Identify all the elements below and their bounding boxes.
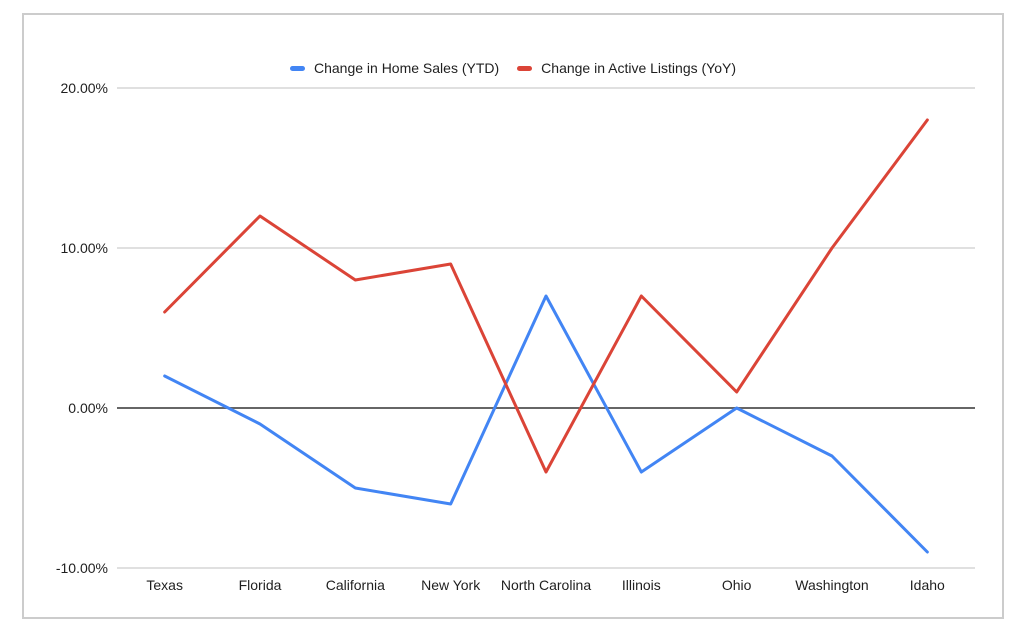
- legend-item-active-listings[interactable]: Change in Active Listings (YoY): [517, 60, 736, 76]
- chart-legend: Change in Home Sales (YTD) Change in Act…: [24, 60, 1002, 76]
- legend-swatch-home-sales: [289, 65, 305, 71]
- x-axis-category-label: Washington: [795, 577, 868, 593]
- x-axis-category-label: Texas: [146, 577, 183, 593]
- x-axis-category-label: Idaho: [910, 577, 945, 593]
- legend-item-home-sales[interactable]: Change in Home Sales (YTD): [289, 60, 500, 76]
- x-axis-category-label: Florida: [239, 577, 282, 593]
- y-axis-tick-label: 0.00%: [68, 400, 108, 416]
- y-axis-tick-label: -10.00%: [56, 560, 108, 576]
- legend-swatch-active-listings: [517, 65, 533, 71]
- x-axis-category-label: New York: [421, 577, 481, 593]
- x-axis-category-label: Ohio: [722, 577, 752, 593]
- series-line-home-sales: [163, 294, 929, 554]
- y-axis-tick-label: 20.00%: [61, 80, 108, 96]
- chart-canvas: Change in Home Sales (YTD) Change in Act…: [22, 13, 1004, 619]
- series-line-active-listings: [163, 118, 929, 474]
- x-axis-category-label: California: [326, 577, 385, 593]
- x-axis-category-label: Illinois: [622, 577, 661, 593]
- legend-label-active-listings: Change in Active Listings (YoY): [541, 60, 736, 76]
- y-axis-tick-label: 10.00%: [61, 240, 108, 256]
- legend-label-home-sales: Change in Home Sales (YTD): [313, 60, 500, 76]
- x-axis-category-label: North Carolina: [501, 577, 591, 593]
